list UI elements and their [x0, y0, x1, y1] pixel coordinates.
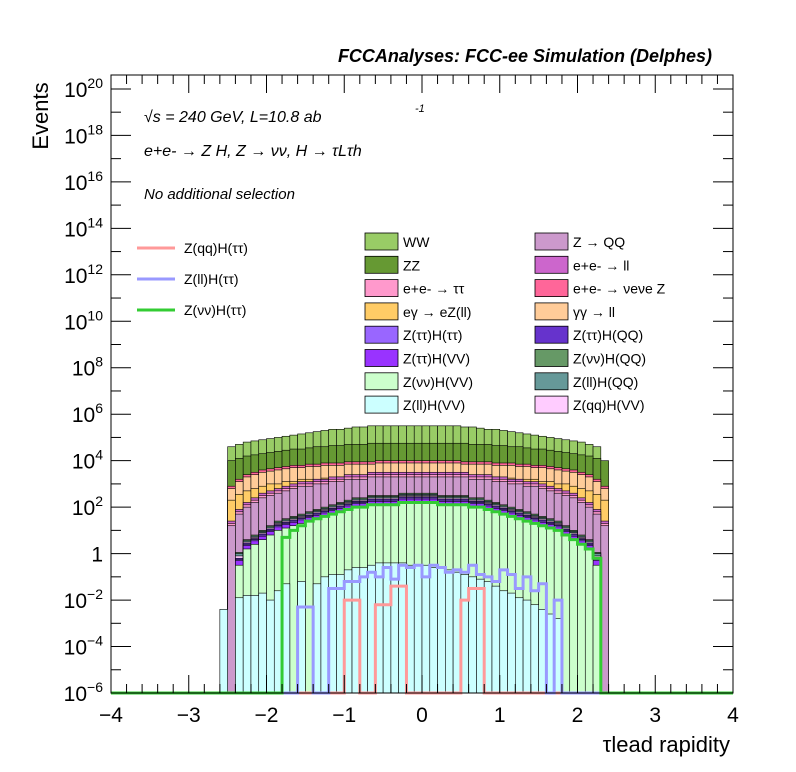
- y-tick-label: 10−4: [64, 633, 104, 660]
- legend-swatch-ll: [534, 302, 569, 321]
- y-tick-label: 10−2: [64, 586, 104, 613]
- x-axis: −4 −3 −2 −1 0 1 2 3 4: [99, 75, 739, 727]
- stack-bar: [242, 595, 252, 694]
- legend-label: Z(νν)H(ττ): [184, 302, 246, 318]
- stack-bar: [522, 599, 532, 694]
- stack-bar: [227, 525, 236, 694]
- y-tick-label: 106: [72, 400, 103, 427]
- x-tick-label: −3: [177, 704, 201, 727]
- y-axis: 10−6 10−4 10−2 1 102 104 106 108 1010 1012 1014 101…: [64, 75, 733, 706]
- legend-label: Z(ττ)H(ττ): [403, 327, 462, 343]
- y-tick-label: 1018: [64, 121, 103, 148]
- y-tick-label: 104: [72, 447, 103, 474]
- legend-label: eγ → eZ(ll): [403, 304, 471, 320]
- legend-label: Z(qq)H(ττ): [184, 240, 248, 256]
- legend-swatch-z-ll-h-vv: [364, 395, 399, 414]
- y-tick-label: 1020: [64, 75, 103, 102]
- stack-bar: [499, 590, 508, 694]
- stack-bar: [421, 564, 431, 694]
- stack-bar: [530, 604, 539, 694]
- y-tick-label: 1010: [64, 307, 103, 334]
- legend-label: e+e- → νeνe Z: [573, 281, 666, 297]
- y-tick-label: 1: [91, 544, 103, 567]
- legend-swatch-z-h-vv: [364, 349, 399, 367]
- process-annotation: e+e- → Z H, Z → νν, H → τLτh: [144, 143, 362, 160]
- y-tick-label: 102: [72, 493, 103, 520]
- legend-swatch-z-ll-h-qq: [534, 372, 569, 391]
- y-tick-label: 1016: [64, 168, 103, 195]
- x-tick-label: 3: [649, 704, 661, 727]
- legend-label: Z(νν)H(QQ): [573, 351, 646, 367]
- legend-swatch-e-ez-ll: [364, 302, 399, 321]
- legend-label: Z(νν)H(VV): [403, 374, 473, 390]
- legend-swatch-z-h-vv: [364, 372, 399, 391]
- stack-bar: [382, 562, 392, 694]
- stack-bar: [413, 564, 423, 694]
- legend-label: Z(ll)H(QQ): [573, 374, 638, 390]
- legend-swatch-z-h: [364, 325, 399, 344]
- stack-bar: [219, 609, 228, 694]
- chart-title: FCCAnalyses: FCC-ee Simulation (Delphes): [338, 46, 712, 66]
- legend-swatch-z-h-qq: [534, 349, 569, 367]
- legend-swatch-zz: [364, 255, 399, 274]
- legend-label: WW: [403, 234, 430, 250]
- stack-bar: [250, 595, 260, 694]
- legend-label: e+e- → ll: [573, 257, 629, 273]
- selection-annotation: No additional selection: [144, 186, 295, 203]
- stack-bar: [569, 539, 578, 694]
- legend-swatch-z-h-qq: [534, 325, 569, 344]
- stack-bar: [258, 592, 267, 694]
- legend-swatch-z-qq-h-vv: [534, 395, 569, 414]
- x-tick-label: −4: [99, 704, 123, 727]
- y-tick-label: 108: [72, 354, 103, 381]
- legend-label: γγ → ll: [573, 304, 615, 320]
- stacked-histograms: [219, 425, 609, 694]
- legend-label: Z(ττ)H(QQ): [573, 327, 643, 343]
- x-tick-label: −2: [255, 704, 279, 727]
- y-axis-label: Events: [28, 82, 53, 149]
- x-tick-label: −1: [332, 704, 356, 727]
- legend-label: Z(ll)H(ττ): [184, 271, 239, 287]
- x-tick-label: 0: [416, 704, 428, 727]
- x-tick-label: 4: [727, 704, 739, 727]
- legend-swatch-e-e: [364, 279, 399, 298]
- x-tick-label: 2: [572, 704, 584, 727]
- stack-bar: [390, 562, 399, 694]
- energy-annotation: √s = 240 GeV, L=10.8 ab: [144, 109, 322, 126]
- legend-label: Z(ll)H(VV): [403, 397, 465, 413]
- stack-z-ll-h-vv: [219, 562, 563, 694]
- legend-label: Z(qq)H(VV): [573, 397, 645, 413]
- luminosity-exponent: -1: [415, 103, 425, 115]
- legend-swatch-e-e-ll: [534, 255, 569, 274]
- legend: Z(qq)H(ττ) Z(ll)H(ττ) Z(νν)H(ττ) WW ZZ e+e- →…: [137, 232, 666, 414]
- stack-bar: [445, 569, 454, 694]
- legend-swatch-ww: [364, 232, 399, 251]
- y-tick-label: 10−6: [64, 679, 104, 706]
- stack-bar: [514, 597, 524, 694]
- y-tick-label: 1012: [64, 261, 103, 288]
- y-tick-label: 1014: [64, 214, 103, 241]
- stack-bar: [437, 567, 446, 694]
- legend-swatch-z-qq: [534, 232, 569, 251]
- legend-swatch-e-e-e-e-z: [534, 279, 569, 298]
- stack-bar: [429, 567, 438, 694]
- x-axis-label: τlead rapidity: [603, 732, 730, 757]
- stack-bar: [266, 599, 275, 694]
- legend-label: ZZ: [403, 257, 421, 273]
- legend-label: Z → QQ: [573, 234, 625, 250]
- stack-bar: [577, 544, 586, 694]
- stack-bar: [584, 548, 594, 694]
- legend-label: e+e- → ττ: [403, 281, 465, 297]
- stack-bar: [235, 597, 244, 694]
- stack-bar: [491, 585, 501, 694]
- stack-bar: [507, 592, 516, 694]
- x-tick-label: 1: [494, 704, 506, 727]
- legend-label: Z(ττ)H(VV): [403, 351, 470, 367]
